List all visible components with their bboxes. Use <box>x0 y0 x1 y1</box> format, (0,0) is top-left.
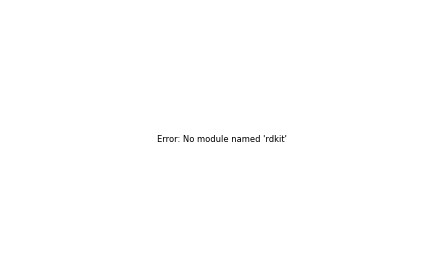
Text: Error: No module named 'rdkit': Error: No module named 'rdkit' <box>156 135 287 144</box>
